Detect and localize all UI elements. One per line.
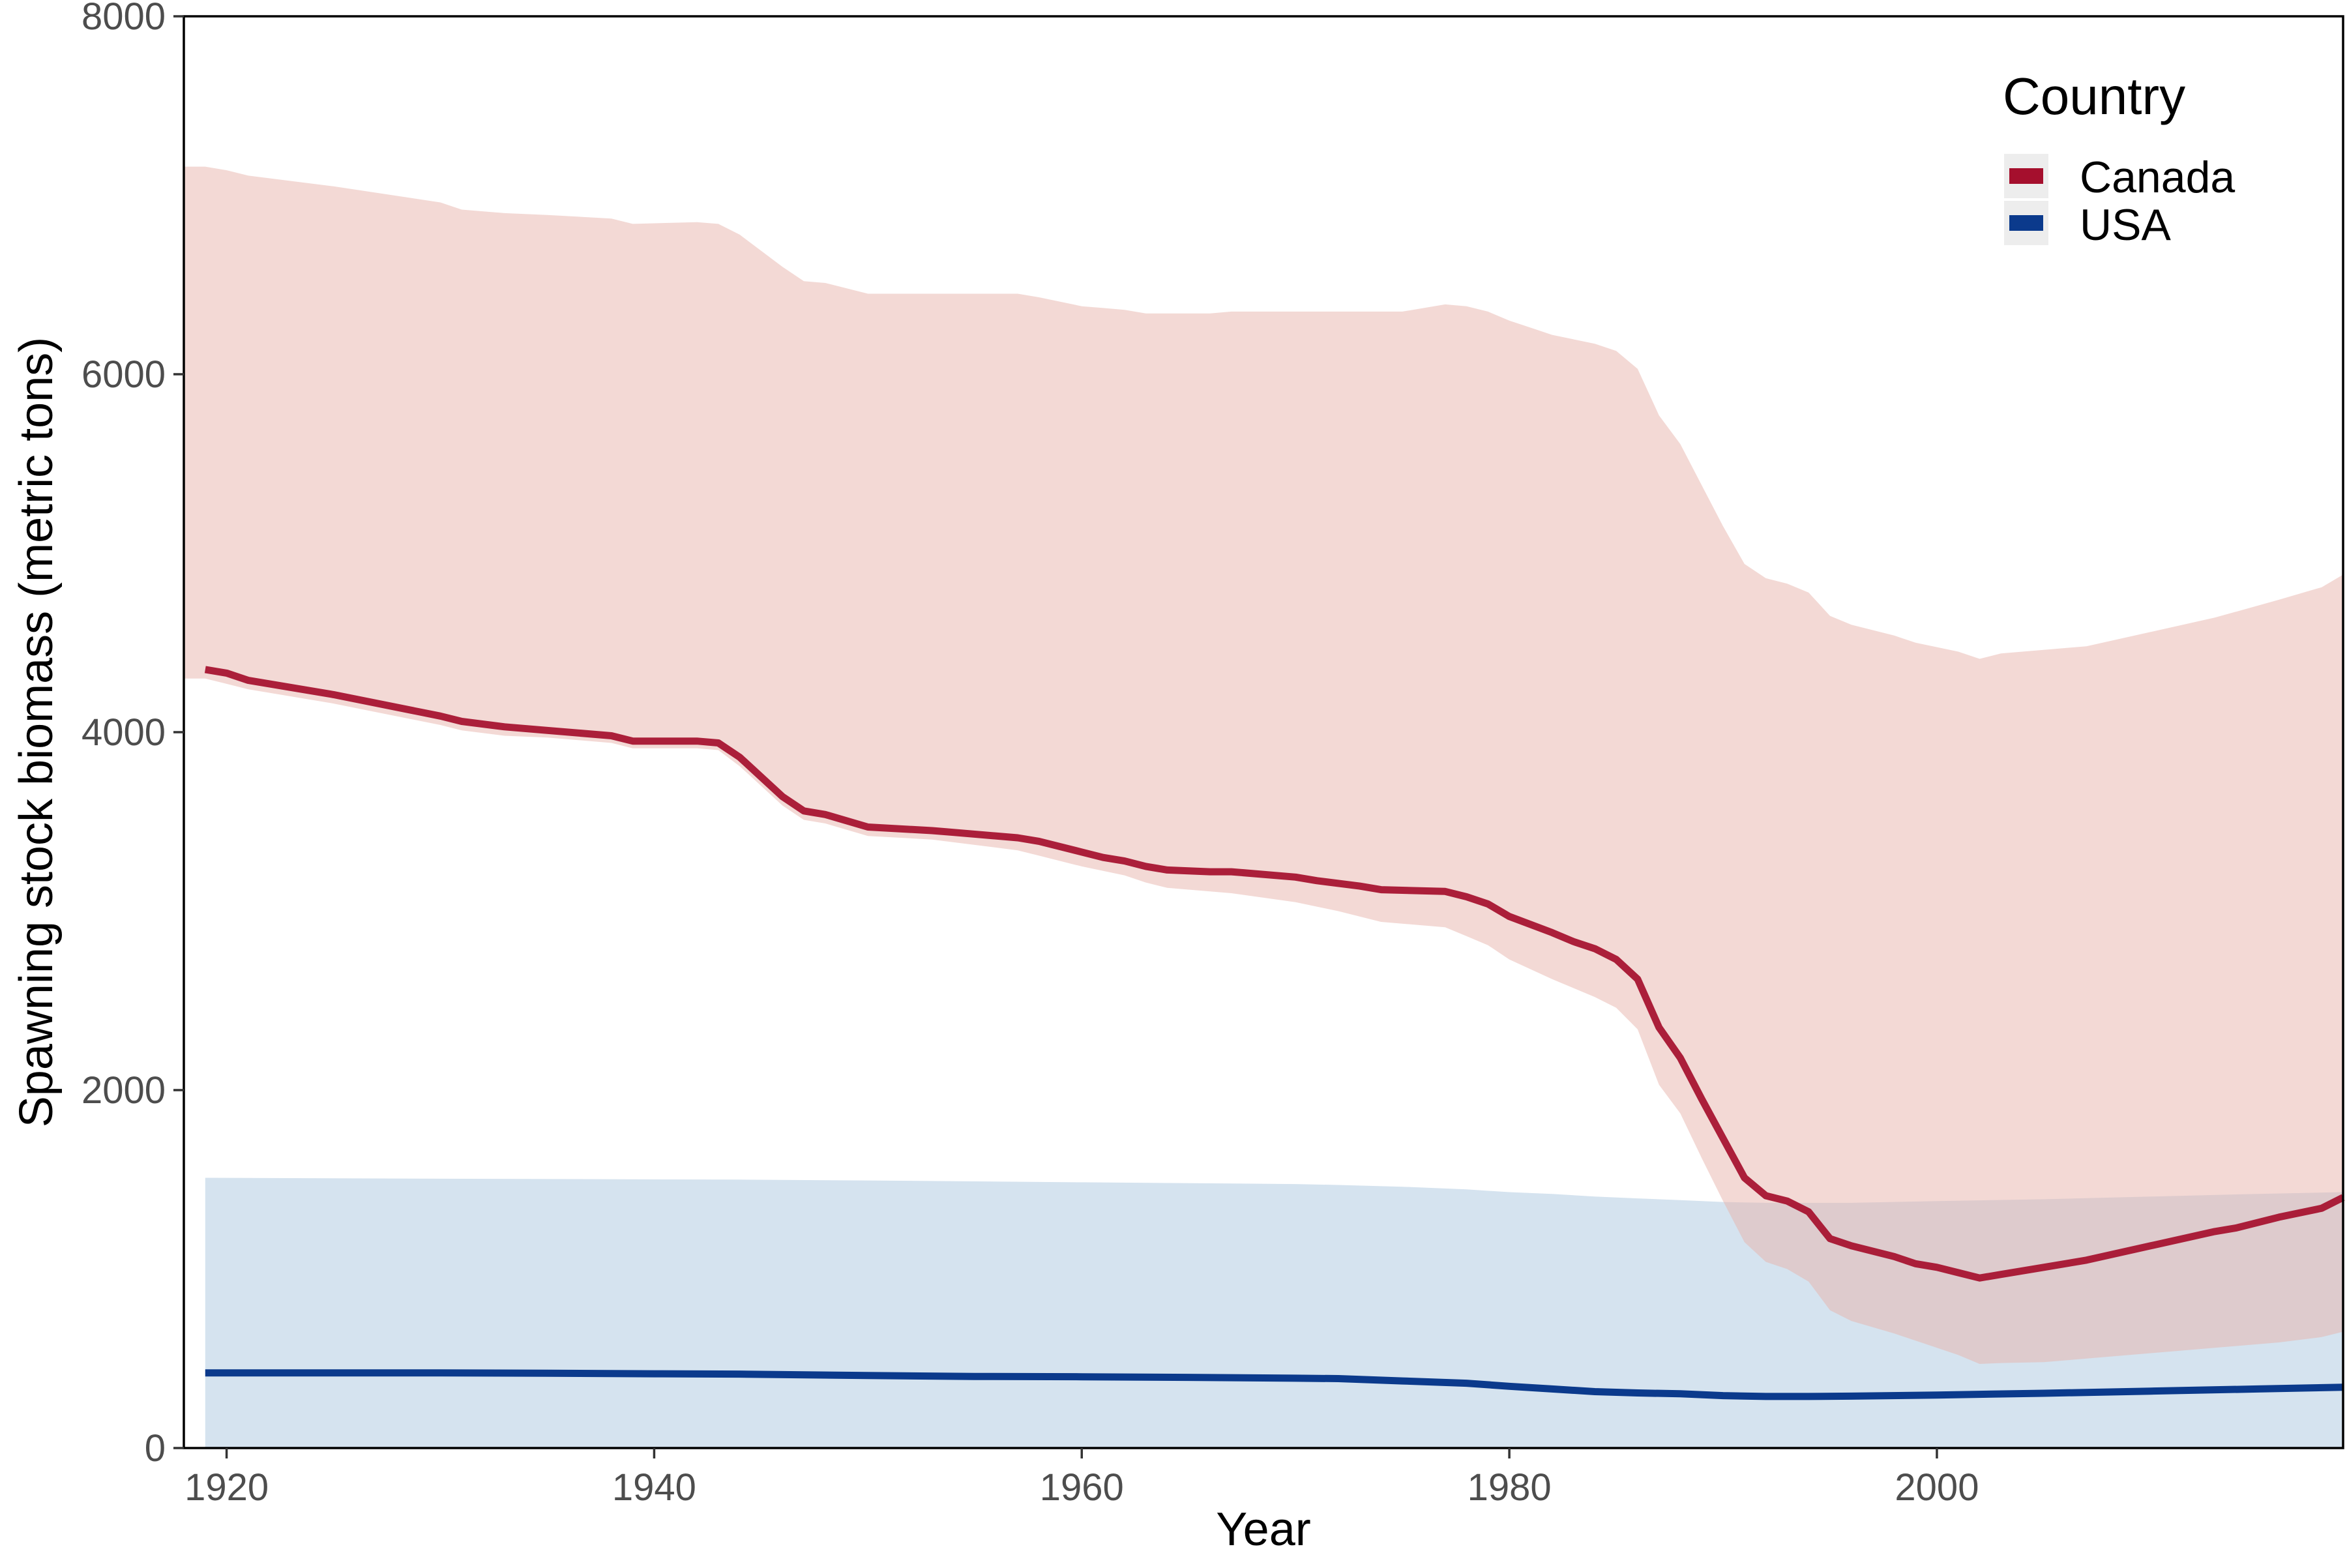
y-tick-label: 6000 xyxy=(81,353,166,396)
legend-key-canada xyxy=(2009,168,2043,184)
lines-layer xyxy=(204,666,2345,1400)
legend: Country Canada USA xyxy=(2003,67,2235,250)
x-tick-label: 1980 xyxy=(1468,1466,1552,1509)
x-tick-label: 1960 xyxy=(1040,1466,1124,1509)
x-axis: 1920 1940 1960 1980 2000 xyxy=(185,1448,1979,1509)
x-tick-label: 1940 xyxy=(612,1466,696,1509)
legend-label-usa: USA xyxy=(2080,200,2171,250)
y-tick-label: 4000 xyxy=(81,711,166,754)
y-axis: 0 2000 4000 6000 8000 xyxy=(81,0,184,1470)
x-axis-label: Year xyxy=(1216,1503,1310,1556)
y-tick-label: 8000 xyxy=(81,0,166,38)
series-line-canada xyxy=(204,666,2345,1282)
legend-title: Country xyxy=(2003,67,2185,125)
x-tick-label: 1920 xyxy=(185,1466,269,1509)
series-line-usa xyxy=(205,1369,2344,1400)
x-tick-label: 2000 xyxy=(1895,1466,1979,1509)
legend-key-usa xyxy=(2009,215,2043,231)
legend-label-canada: Canada xyxy=(2080,153,2235,202)
y-axis-label: Spawning stock biomass (metric tons) xyxy=(10,337,63,1127)
bands-layer xyxy=(184,166,2343,1448)
y-tick-label: 2000 xyxy=(81,1069,166,1112)
band-canada xyxy=(184,166,2343,1365)
y-tick-label: 0 xyxy=(145,1427,166,1470)
